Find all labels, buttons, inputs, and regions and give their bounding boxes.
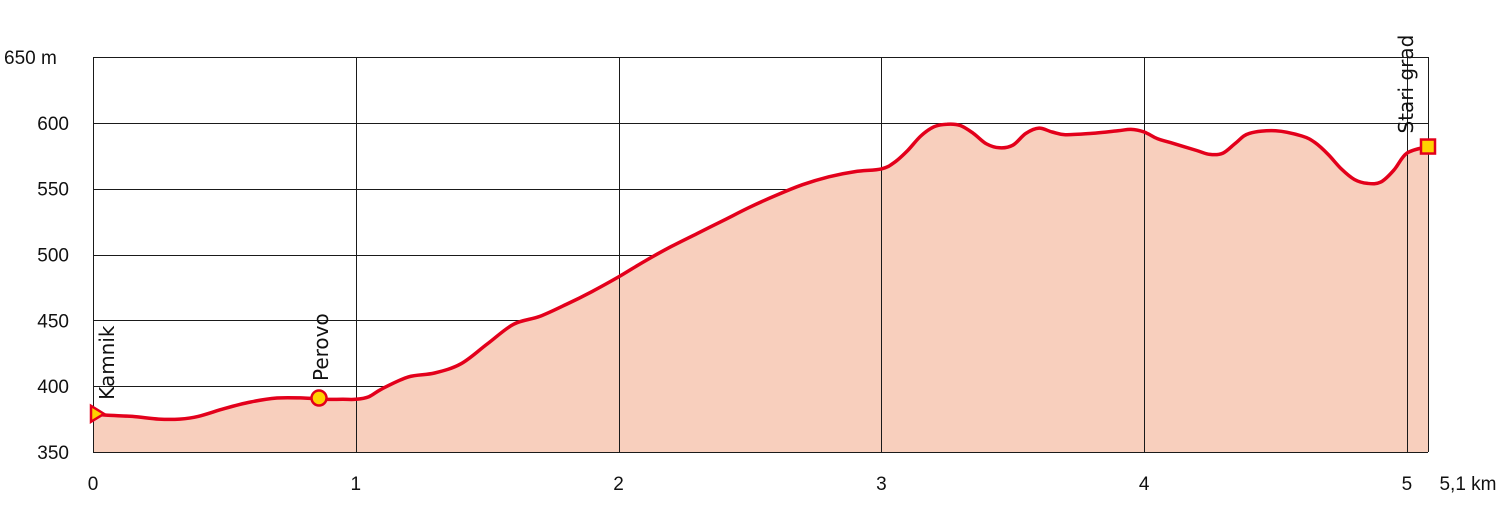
waypoint-marker-square (1419, 138, 1437, 155)
y-tick-label: 550 (37, 180, 69, 201)
x-tick-label: 4 (1139, 474, 1150, 495)
waypoint-label: Kamnik (95, 325, 119, 400)
waypoint-label: Perovo (309, 313, 333, 381)
elevation-profile-line (91, 122, 1430, 422)
waypoint-layer: Kamnik Perovo Stari grad (89, 35, 1437, 425)
x-tick-label: 5 (1402, 474, 1413, 495)
y-tick-label: 500 (37, 246, 69, 267)
y-tick-label: 650 m (4, 48, 57, 69)
waypoint-marker-triangle (89, 403, 107, 425)
x-tick-label: 2 (613, 474, 624, 495)
x-tick-label: 1 (351, 474, 362, 495)
y-tick-label: 350 (37, 443, 69, 464)
x-tick-label: 3 (876, 474, 887, 495)
vertical-grid-layer (93, 57, 1429, 452)
elevation-area-fill (93, 124, 1428, 453)
x-tick-label: 0 (88, 474, 99, 495)
y-tick-label: 450 (37, 311, 69, 332)
y-tick-label: 400 (37, 377, 69, 398)
waypoint-marker-circle (310, 389, 328, 407)
x-end-label: 5,1 km (1439, 474, 1496, 495)
axis-labels: 350 400 450 500 550 600 650 m 0 1 2 3 4 5 5,1 km (4, 48, 1497, 495)
waypoint-label: Stari grad (1394, 35, 1418, 134)
y-tick-label: 600 (37, 114, 69, 135)
